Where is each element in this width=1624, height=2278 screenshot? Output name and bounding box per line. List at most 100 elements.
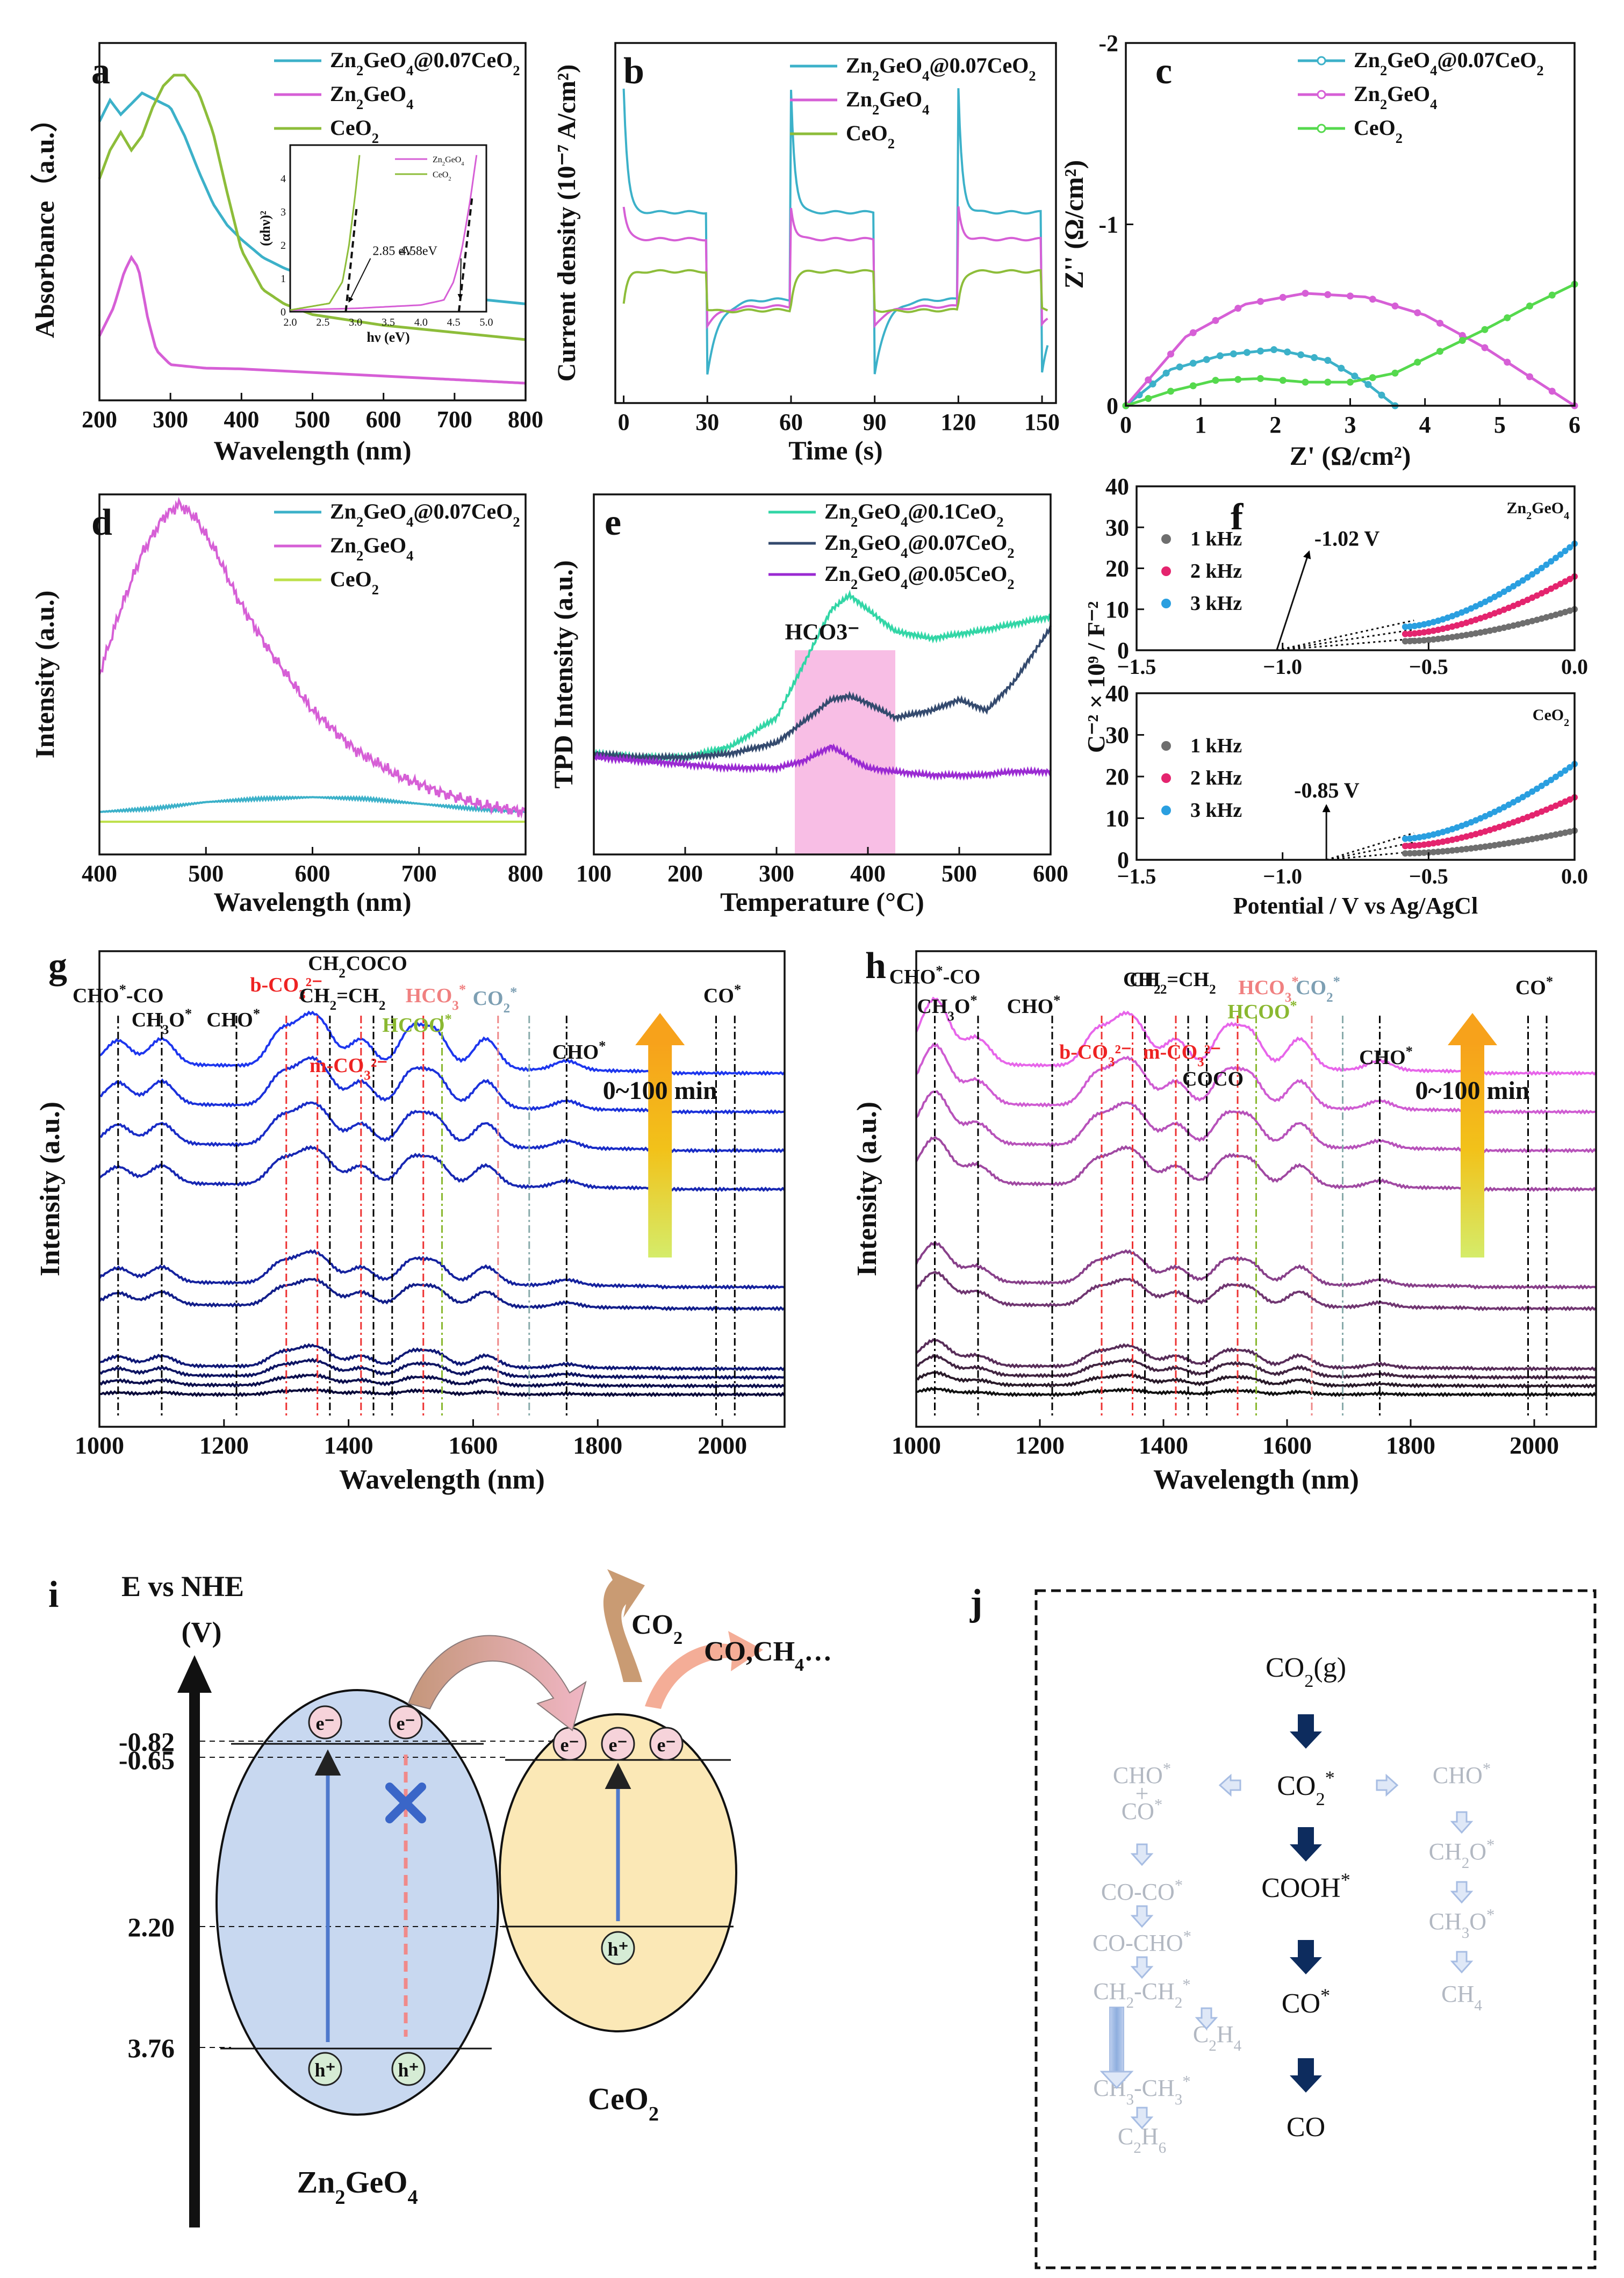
spectrum-line bbox=[916, 1370, 1597, 1389]
peak-label: CHO* bbox=[552, 1038, 606, 1063]
panel-b: 0 30 60 90 120 150 b Time (s) Current density (1… bbox=[552, 42, 1060, 465]
data-point bbox=[1430, 636, 1437, 643]
data-point bbox=[1302, 290, 1309, 297]
data-point bbox=[1533, 567, 1540, 574]
data-point bbox=[1189, 382, 1197, 390]
data-point bbox=[1425, 636, 1432, 643]
panel-label-h: h bbox=[865, 945, 886, 987]
data-point bbox=[1257, 298, 1264, 305]
extrapolation-line bbox=[1326, 841, 1414, 861]
data-point bbox=[1435, 848, 1442, 855]
data-point bbox=[1454, 846, 1461, 853]
main-step-arrow bbox=[1290, 1714, 1322, 1749]
data-point bbox=[1189, 360, 1197, 367]
data-point bbox=[1519, 794, 1526, 801]
long-side-arrow bbox=[1109, 2007, 1124, 2072]
products-arrow bbox=[645, 1631, 763, 1709]
legend-label: CeO2 bbox=[330, 116, 379, 146]
electron bbox=[308, 1705, 342, 1740]
energy-axis bbox=[189, 1687, 200, 2227]
y-axis-label: C⁻² × 10⁹ / F⁻² bbox=[1082, 601, 1110, 753]
data-point bbox=[1482, 843, 1489, 850]
peak-label: CH3O* bbox=[132, 1005, 192, 1037]
data-point bbox=[1279, 293, 1287, 301]
x-tick-label: 0 bbox=[1120, 412, 1132, 438]
x-tick-label: 2 bbox=[1269, 412, 1281, 438]
x-tick-label: 500 bbox=[295, 406, 330, 433]
peak-label: b-CO3²⁻ bbox=[1059, 1041, 1132, 1069]
x-tick-label: 200 bbox=[82, 406, 117, 433]
data-point bbox=[1514, 580, 1521, 587]
data-point bbox=[1406, 638, 1413, 645]
side-arrow bbox=[1195, 2007, 1218, 2030]
time-arrow bbox=[648, 1043, 672, 1257]
flatband-arrow bbox=[1276, 550, 1311, 651]
data-point bbox=[1203, 356, 1210, 363]
data-point bbox=[1406, 623, 1413, 630]
series-line-2 bbox=[593, 743, 1052, 781]
inset-legend-label: CeO2 bbox=[433, 170, 451, 182]
peak-label: COCO bbox=[1182, 1068, 1244, 1090]
side-species: CO-CHO* bbox=[1093, 1927, 1191, 1956]
peak-label: CHO* bbox=[1359, 1043, 1413, 1069]
data-point bbox=[1524, 791, 1531, 798]
electron bbox=[389, 1705, 423, 1740]
time-arrow-head bbox=[635, 1013, 685, 1045]
y-axis-label: TPD Intensity (a.u.) bbox=[548, 560, 578, 788]
data-point bbox=[1557, 770, 1564, 777]
x-tick-label: 120 bbox=[940, 409, 976, 435]
panel-g: 0~100 min 1000 1200 1400 1600 1800 2000 g Wavele… bbox=[35, 945, 786, 1495]
data-point bbox=[1548, 777, 1555, 784]
data-point bbox=[1378, 391, 1385, 399]
peak-label: CH2 bbox=[308, 952, 346, 981]
data-point bbox=[1524, 574, 1531, 581]
data-point bbox=[1439, 635, 1446, 642]
peak-label: CHO*-CO bbox=[889, 962, 981, 988]
x-tick-label: 500 bbox=[188, 860, 224, 887]
data-point bbox=[1491, 593, 1498, 600]
legend-marker bbox=[1161, 566, 1171, 576]
flatband-label: -1.02 V bbox=[1314, 527, 1380, 551]
x-axis-label: Wavelength (nm) bbox=[339, 1464, 545, 1495]
data-point bbox=[1189, 329, 1197, 336]
inset-y-tick-label: 0 bbox=[281, 306, 286, 318]
spectrum-line bbox=[915, 1338, 1597, 1372]
x-axis-label: Wavelength (nm) bbox=[213, 887, 411, 917]
co2-label: CO2 bbox=[631, 1609, 682, 1648]
x-tick-label: 800 bbox=[508, 406, 543, 433]
data-point bbox=[1212, 377, 1219, 384]
data-point bbox=[1145, 395, 1152, 402]
panel-label-g: g bbox=[48, 945, 67, 987]
electron-label: e⁻ bbox=[316, 1713, 335, 1734]
x-tick-label: 1000 bbox=[892, 1432, 941, 1459]
products-label: CO,CH4… bbox=[704, 1636, 832, 1675]
x-tick-label: 3 bbox=[1345, 412, 1356, 438]
panel-label-i: i bbox=[48, 1574, 59, 1615]
data-point bbox=[1270, 346, 1278, 354]
peak-label: HCO3* bbox=[406, 981, 466, 1013]
data-point bbox=[1552, 773, 1559, 780]
inset-y-tick-label: 2 bbox=[281, 240, 286, 251]
data-point bbox=[1234, 376, 1242, 383]
data-point bbox=[1411, 835, 1418, 842]
spectrum-line bbox=[99, 1101, 786, 1153]
data-point bbox=[1510, 799, 1517, 806]
plot-frame bbox=[593, 493, 1052, 856]
data-point bbox=[1420, 841, 1427, 848]
peak-label: m-CO3²⁻ bbox=[1143, 1041, 1221, 1069]
series-line-2 bbox=[622, 269, 1048, 314]
side-species: CHO* bbox=[1113, 1759, 1171, 1788]
data-point bbox=[1212, 317, 1219, 324]
x-axis-label: Wavelength (nm) bbox=[1153, 1464, 1359, 1495]
time-arrow bbox=[1461, 1043, 1484, 1257]
inset-x-tick-label: 4.0 bbox=[414, 317, 428, 328]
data-point bbox=[1468, 845, 1475, 852]
x-tick-label: 400 bbox=[224, 406, 259, 433]
x-tick-label: 0.0 bbox=[1561, 655, 1588, 679]
branch-arrow-right bbox=[1376, 1773, 1399, 1797]
x-tick-label: 30 bbox=[695, 409, 719, 435]
x-axis-label: Z' (Ω/cm²) bbox=[1290, 441, 1411, 471]
spectrum-line bbox=[915, 1240, 1597, 1290]
